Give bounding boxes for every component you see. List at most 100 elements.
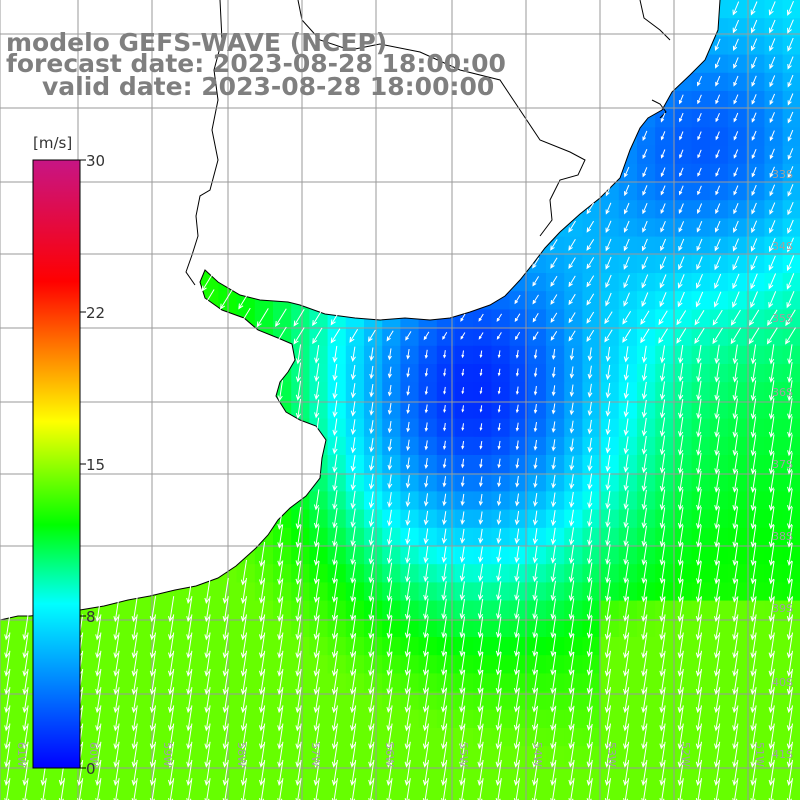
wind-cell — [673, 673, 693, 693]
wind-cell — [491, 691, 511, 711]
wind-cell — [691, 309, 711, 329]
wind-arrow — [515, 475, 520, 488]
wind-cell — [418, 582, 438, 602]
wind-arrow — [113, 705, 120, 732]
wind-cell — [473, 364, 492, 383]
wind-cell — [382, 418, 401, 438]
wind-arrow — [714, 614, 721, 641]
wind-arrow — [201, 289, 215, 310]
title-valid-date: valid date: 2023-08-28 18:00:00 — [42, 72, 495, 101]
wind-cell — [473, 582, 492, 602]
wind-arrow — [423, 528, 429, 545]
wind-cell — [91, 764, 110, 784]
wind-arrow — [677, 274, 685, 289]
wind-arrow — [277, 506, 284, 530]
wind-arrow — [587, 437, 593, 453]
wind-arrow — [479, 387, 483, 395]
wind-arrow — [332, 382, 338, 400]
wind-arrow — [551, 439, 556, 452]
wind-cell — [728, 72, 747, 92]
wind-cell — [618, 509, 638, 529]
wind-arrow — [677, 561, 684, 585]
wind-arrow — [605, 238, 612, 252]
wind-cell — [382, 382, 401, 401]
wind-cell — [418, 709, 438, 729]
wind-arrow — [479, 458, 483, 469]
wind-arrow — [551, 385, 556, 397]
wind-arrow — [623, 274, 630, 289]
wind-arrow — [768, 543, 775, 567]
wind-arrow — [204, 614, 211, 641]
wind-cell — [637, 254, 656, 274]
wind-cell — [618, 600, 638, 620]
wind-arrow — [768, 632, 775, 659]
wind-arrow — [678, 345, 684, 364]
wind-cell — [345, 673, 365, 693]
wind-arrow — [131, 759, 138, 786]
wind-cell — [600, 527, 620, 547]
wind-arrow — [768, 488, 775, 512]
wind-arrow — [460, 332, 466, 340]
wind-cell — [491, 564, 511, 583]
wind-cell — [291, 546, 310, 565]
wind-arrow — [459, 546, 466, 563]
wind-arrow — [569, 456, 575, 471]
wind-cell — [364, 546, 383, 565]
wind-arrow — [4, 614, 11, 641]
wind-arrow — [695, 741, 702, 768]
wind-cell — [600, 382, 620, 401]
wind-arrow — [605, 292, 612, 307]
wind-cell — [309, 673, 329, 693]
wind-cell — [273, 637, 292, 656]
wind-cell — [455, 364, 474, 383]
wind-arrow — [750, 291, 758, 308]
wind-cell — [691, 200, 711, 219]
wind-cell — [527, 546, 547, 565]
wind-arrow — [550, 257, 558, 269]
wind-arrow — [586, 651, 593, 676]
wind-arrow — [496, 313, 503, 322]
wind-cell — [655, 728, 674, 747]
wind-arrow — [332, 364, 338, 382]
wind-cell — [127, 691, 147, 711]
wind-cell — [273, 546, 292, 565]
wind-cell — [473, 746, 492, 765]
wind-arrow — [604, 668, 611, 695]
wind-arrow — [532, 741, 539, 768]
wind-arrow — [95, 741, 102, 768]
wind-cell — [655, 345, 674, 365]
wind-arrow — [695, 723, 702, 750]
wind-arrow — [422, 669, 429, 695]
wind-cell — [436, 491, 456, 511]
wind-cell — [527, 291, 547, 310]
wind-arrow — [95, 705, 102, 732]
wind-arrow — [678, 238, 685, 252]
wind-arrow — [550, 580, 556, 602]
wind-cell — [364, 345, 383, 365]
wind-cell — [764, 254, 784, 274]
wind-cell — [473, 691, 492, 711]
wind-arrow — [4, 723, 11, 750]
wind-cell — [309, 491, 329, 511]
wind-cell — [418, 564, 438, 583]
wind-arrow — [497, 368, 501, 377]
wind-arrow — [479, 368, 483, 377]
wind-cell — [509, 436, 529, 456]
wind-cell — [691, 163, 711, 183]
wind-cell — [382, 564, 401, 583]
wind-arrow — [313, 543, 320, 566]
wind-arrow — [786, 687, 793, 714]
wind-arrow — [587, 509, 593, 528]
wind-arrow — [787, 129, 794, 142]
wind-arrow — [131, 632, 138, 659]
wind-cell — [345, 436, 365, 456]
wind-arrow — [496, 563, 502, 582]
wind-cell — [254, 618, 274, 638]
wind-arrow — [131, 741, 138, 768]
wind-arrow — [95, 759, 102, 786]
wind-cell — [637, 746, 656, 765]
wind-arrow — [640, 328, 650, 344]
wind-arrow — [350, 705, 357, 732]
wind-arrow — [787, 56, 794, 70]
wind-arrow — [240, 577, 247, 604]
